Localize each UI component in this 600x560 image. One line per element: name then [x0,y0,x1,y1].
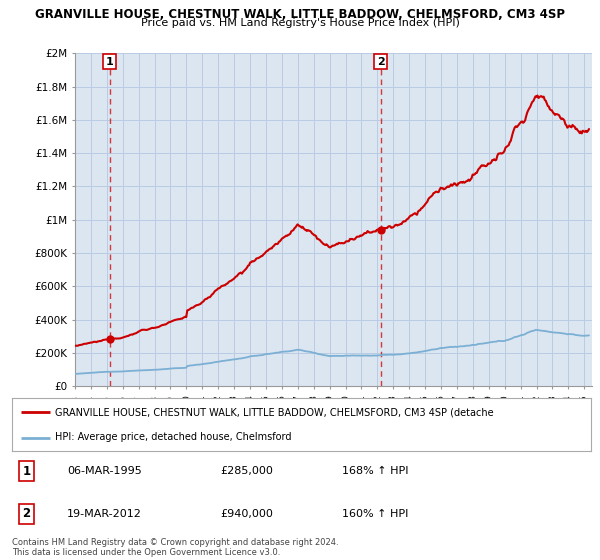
Text: £285,000: £285,000 [220,466,274,477]
Text: Price paid vs. HM Land Registry's House Price Index (HPI): Price paid vs. HM Land Registry's House … [140,18,460,28]
Text: £940,000: £940,000 [220,509,274,519]
Text: GRANVILLE HOUSE, CHESTNUT WALK, LITTLE BADDOW, CHELMSFORD, CM3 4SP (detache: GRANVILLE HOUSE, CHESTNUT WALK, LITTLE B… [55,408,494,418]
Text: 19-MAR-2012: 19-MAR-2012 [67,509,142,519]
Text: 2: 2 [377,57,385,67]
Text: 1: 1 [106,57,113,67]
Text: 160% ↑ HPI: 160% ↑ HPI [342,509,409,519]
Text: 2: 2 [22,507,31,520]
Text: 06-MAR-1995: 06-MAR-1995 [67,466,142,477]
Text: GRANVILLE HOUSE, CHESTNUT WALK, LITTLE BADDOW, CHELMSFORD, CM3 4SP: GRANVILLE HOUSE, CHESTNUT WALK, LITTLE B… [35,8,565,21]
Text: HPI: Average price, detached house, Chelmsford: HPI: Average price, detached house, Chel… [55,432,292,442]
Text: 1: 1 [22,465,31,478]
Text: 168% ↑ HPI: 168% ↑ HPI [342,466,409,477]
Text: Contains HM Land Registry data © Crown copyright and database right 2024.
This d: Contains HM Land Registry data © Crown c… [12,538,338,557]
